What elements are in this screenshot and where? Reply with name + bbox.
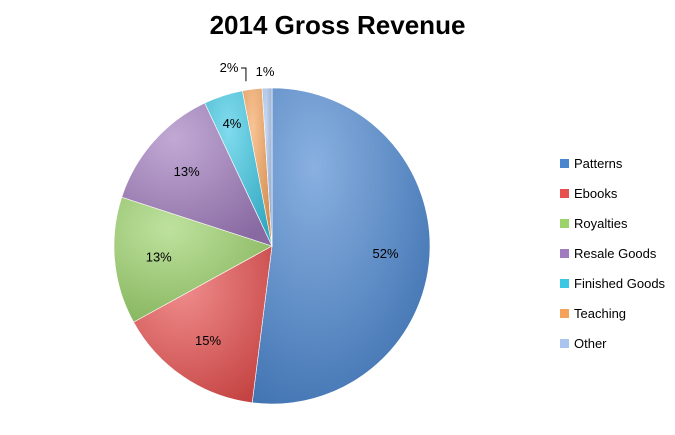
leader-line-teaching	[241, 67, 247, 82]
legend-item-ebooks: Ebooks	[560, 178, 665, 208]
data-label-patterns: 52%	[373, 246, 399, 261]
legend-swatch	[560, 338, 569, 348]
legend-item-patterns: Patterns	[560, 148, 665, 178]
legend-item-finished-goods: Finished Goods	[560, 268, 665, 298]
data-label-royalties: 13%	[146, 250, 172, 265]
data-label-other: 1%	[256, 64, 275, 79]
legend-label: Royalties	[574, 215, 628, 231]
legend-swatch	[560, 218, 569, 228]
legend-swatch	[560, 158, 569, 168]
pie-slice-patterns	[251, 87, 431, 405]
legend-item-other: Other	[560, 328, 665, 358]
pie-slice-ebooks	[133, 245, 273, 404]
legend-label: Ebooks	[574, 185, 618, 201]
legend-swatch	[560, 308, 569, 318]
pie-slice-other	[261, 87, 273, 247]
legend-swatch	[560, 248, 569, 258]
legend-label: Other	[574, 335, 607, 351]
legend-label: Finished Goods	[574, 275, 666, 291]
data-label-finished-goods: 4%	[223, 116, 242, 131]
legend-swatch	[560, 278, 569, 288]
pie-slice-royalties	[113, 196, 273, 323]
legend: Patterns Ebooks Royalties Resale Goods Finis…	[560, 148, 665, 358]
legend-label: Resale Goods	[574, 245, 657, 261]
pie-slice-resale-goods	[121, 102, 273, 247]
legend-item-royalties: Royalties	[560, 208, 665, 238]
legend-item-resale-goods: Resale Goods	[560, 238, 665, 268]
legend-label: Patterns	[574, 155, 623, 171]
chart-title: 2014 Gross Revenue	[209, 10, 466, 40]
data-label-resale-goods: 13%	[174, 164, 200, 179]
legend-item-teaching: Teaching	[560, 298, 665, 328]
data-label-ebooks: 15%	[195, 333, 221, 348]
legend-label: Teaching	[574, 305, 627, 321]
legend-swatch	[560, 188, 569, 198]
data-label-teaching: 2%	[220, 60, 239, 75]
